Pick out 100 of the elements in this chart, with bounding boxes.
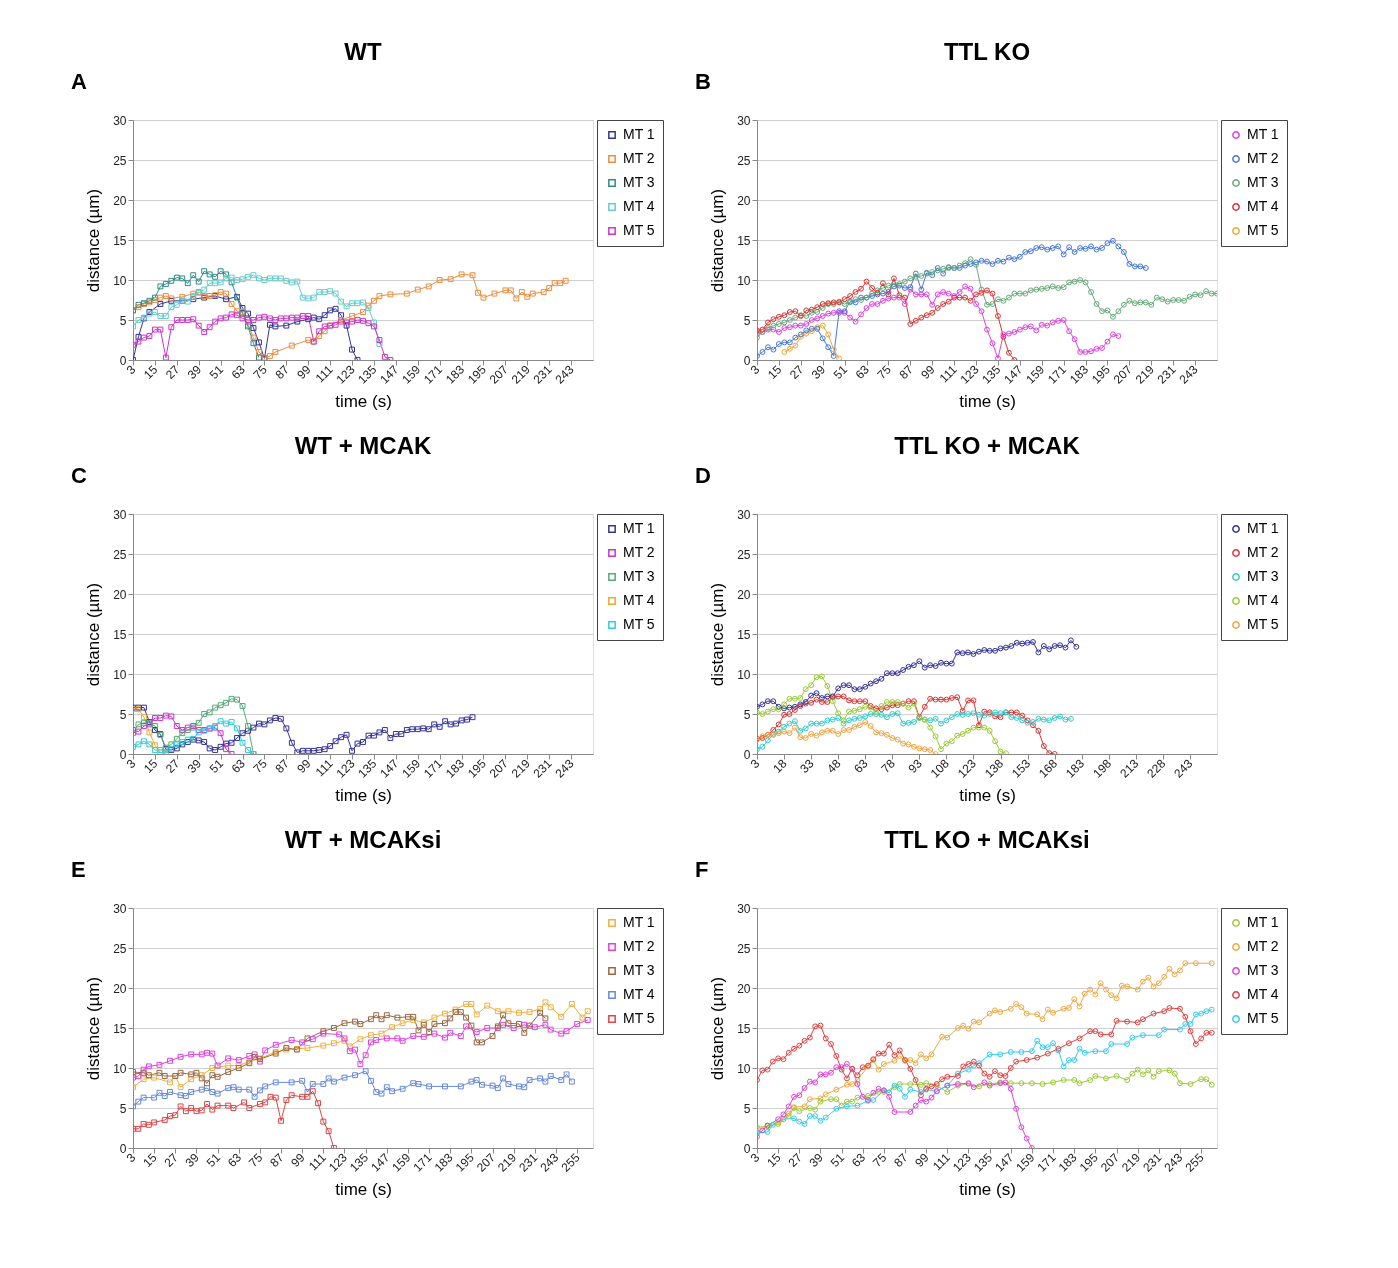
y-tick-label: 30 <box>737 507 751 522</box>
legend-label: MT 2 <box>623 150 655 166</box>
x-tick-label: 39 <box>184 362 205 382</box>
x-tick-label: 198 <box>1090 756 1115 781</box>
y-tick-label: 5 <box>743 313 751 328</box>
text: B <box>695 69 711 94</box>
x-tick-label: 93 <box>905 756 926 776</box>
y-tick-label: 30 <box>113 507 127 522</box>
y-axis-title: distance (µm) <box>84 582 104 687</box>
y-tick-label: 15 <box>737 233 751 248</box>
y-tick-label: 25 <box>737 941 751 956</box>
y-axis-title: distance (µm) <box>708 976 728 1081</box>
y-tick-label: 30 <box>737 901 751 916</box>
chart-title: TTL KO + MCAK <box>894 432 1081 459</box>
legend-label: MT 3 <box>623 174 655 190</box>
y-tick-label: 20 <box>113 193 127 208</box>
x-tick-label: 147 <box>377 362 402 387</box>
y-tick-label: 5 <box>743 707 751 722</box>
x-tick-label: 231 <box>530 756 555 781</box>
x-tick-label: 213 <box>1117 756 1142 781</box>
x-tick-label: 75 <box>250 362 271 382</box>
legend-label: MT 1 <box>623 520 655 536</box>
x-axis-title: time (s) <box>959 1179 1016 1199</box>
y-tick-label: 5 <box>119 313 127 328</box>
x-tick-label: 15 <box>141 362 161 382</box>
x-tick-label: 243 <box>552 756 577 781</box>
x-tick-label: 231 <box>530 362 555 387</box>
chart-title: WT + MCAK <box>294 432 432 459</box>
y-tick-label: 20 <box>737 587 751 602</box>
y-axis-title: distance (µm) <box>84 188 104 293</box>
legend-label: MT 5 <box>623 222 655 238</box>
x-tick-label: 48 <box>824 756 844 776</box>
x-tick-label: 27 <box>161 1150 181 1170</box>
x-axis-title: time (s) <box>335 391 392 411</box>
y-tick-label: 5 <box>119 707 127 722</box>
x-tick-label: 75 <box>250 756 271 776</box>
y-tick-label: 15 <box>113 233 127 248</box>
x-tick-label: 135 <box>979 362 1004 387</box>
x-tick-label: 15 <box>765 362 785 382</box>
y-tick-label: 10 <box>113 667 127 682</box>
y-tick-label: 20 <box>737 193 751 208</box>
x-tick-label: 138 <box>981 756 1007 781</box>
legend-label: MT 4 <box>1247 592 1279 608</box>
x-tick-label: 75 <box>874 362 895 382</box>
x-tick-label: 243 <box>1176 362 1201 387</box>
x-tick-label: 78 <box>878 756 898 776</box>
x-axis-title: time (s) <box>959 785 1016 805</box>
x-tick-label: 99 <box>294 756 314 776</box>
x-tick-label: 183 <box>1063 756 1088 781</box>
legend-label: MT 2 <box>1247 938 1279 954</box>
y-tick-label: 30 <box>737 113 751 128</box>
legend-label: MT 2 <box>623 544 655 560</box>
legend-label: MT 1 <box>1247 520 1279 536</box>
x-tick-label: 51 <box>206 362 227 382</box>
y-tick-label: 10 <box>737 667 751 682</box>
chart-title: TTL KO + MCAKsi <box>884 826 1090 853</box>
y-tick-label: 25 <box>113 153 127 168</box>
x-tick-label: 99 <box>918 362 938 382</box>
x-tick-label: 27 <box>162 756 183 776</box>
x-axis-title: time (s) <box>335 785 392 805</box>
legend-label: MT 5 <box>1247 1010 1279 1026</box>
text: A <box>71 69 87 94</box>
legend-label: MT 2 <box>623 938 655 954</box>
legend-label: MT 5 <box>1247 222 1279 238</box>
x-tick-label: 243 <box>1171 756 1196 781</box>
y-axis-title: distance (µm) <box>708 582 728 687</box>
y-tick-label: 25 <box>737 153 751 168</box>
x-tick-label: 87 <box>267 1150 287 1170</box>
y-axis-title: distance (µm) <box>84 976 104 1081</box>
x-tick-label: 27 <box>162 362 183 382</box>
x-tick-label: 228 <box>1144 756 1169 781</box>
x-tick-label: 87 <box>896 362 917 382</box>
x-tick-label: 51 <box>830 362 851 382</box>
x-tick-label: 153 <box>1008 756 1034 781</box>
chart-title: WT + MCAKsi <box>284 826 442 853</box>
x-tick-label: 111 <box>312 756 336 780</box>
x-tick-label: 111 <box>936 362 960 386</box>
y-tick-label: 0 <box>743 1141 751 1156</box>
y-tick-label: 25 <box>737 547 751 562</box>
x-axis-title: time (s) <box>959 391 1016 411</box>
x-tick-label: 99 <box>912 1150 932 1170</box>
legend-label: MT 1 <box>623 914 655 930</box>
y-tick-label: 0 <box>119 747 127 762</box>
x-tick-label: 147 <box>1001 362 1026 387</box>
text: C <box>71 463 87 488</box>
y-tick-label: 25 <box>113 547 127 562</box>
x-tick-label: 147 <box>377 756 402 781</box>
x-tick-label: 123 <box>954 756 980 781</box>
x-tick-label: 243 <box>552 362 577 387</box>
legend-label: MT 3 <box>623 568 655 584</box>
y-tick-label: 30 <box>113 901 127 916</box>
legend-label: MT 4 <box>623 592 655 608</box>
text: D <box>695 463 711 488</box>
x-tick-label: 63 <box>228 756 249 776</box>
x-tick-label: 63 <box>228 362 249 382</box>
y-tick-label: 20 <box>737 981 751 996</box>
x-tick-label: 51 <box>827 1150 848 1170</box>
y-tick-label: 0 <box>119 353 127 368</box>
x-tick-label: 15 <box>764 1150 784 1170</box>
y-tick-label: 15 <box>113 627 127 642</box>
